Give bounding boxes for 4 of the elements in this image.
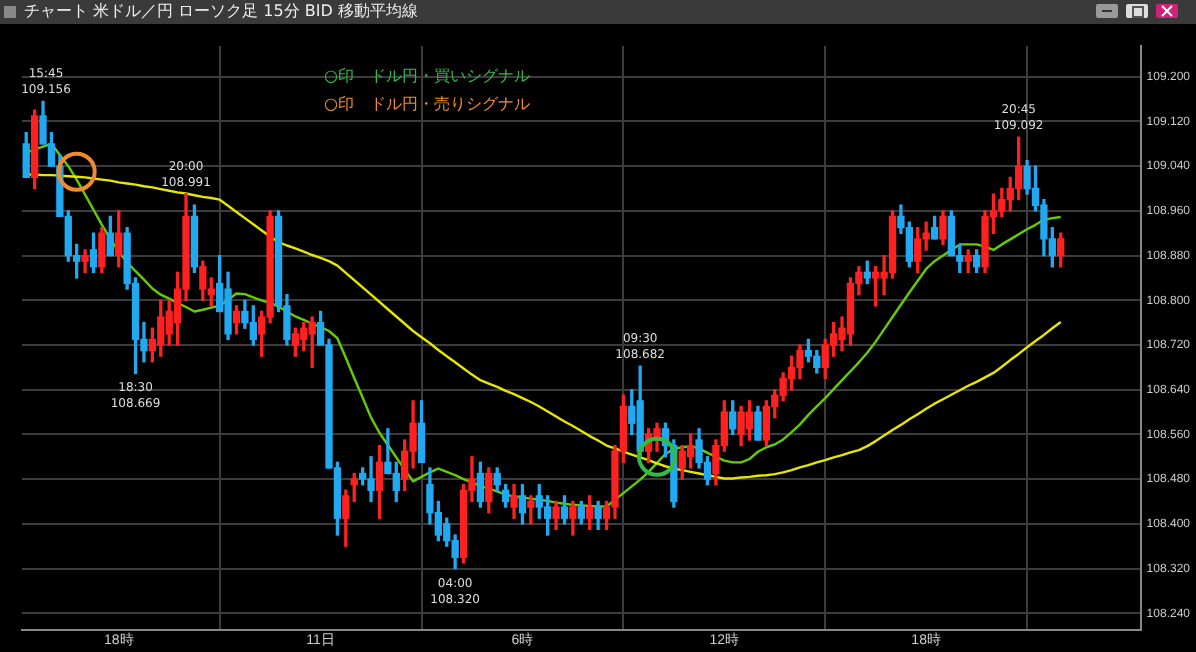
chart-title: チャート 米ドル／円 ローソク足 15分 BID 移動平均線 [24,2,418,20]
candlestick [527,495,535,525]
text: ○印 ドル円・買いシグナル [324,67,530,86]
text: ○印 ドル円・売りシグナル [324,95,530,114]
